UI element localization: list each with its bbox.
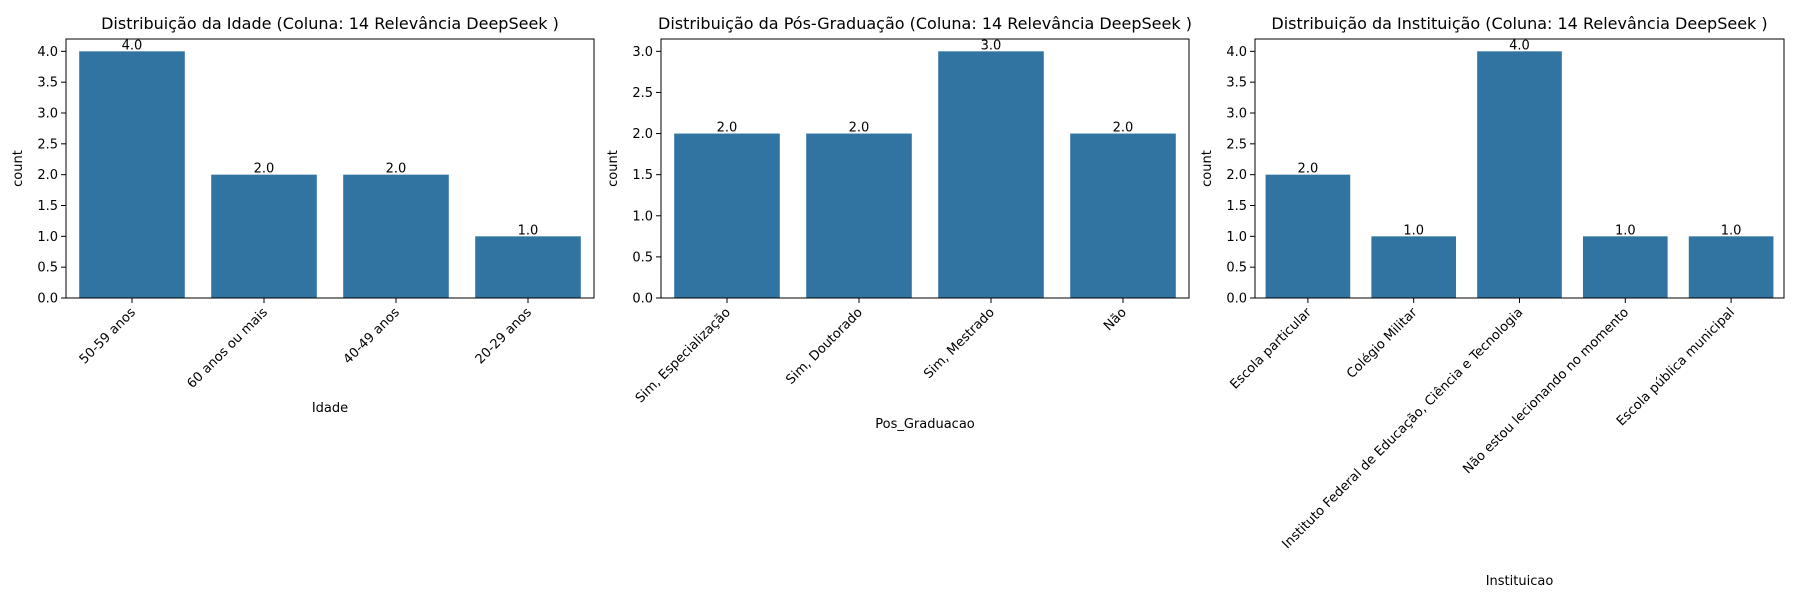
x-tick-label: Sim, Mestrado bbox=[921, 305, 998, 382]
y-tick-label: 3.0 bbox=[37, 107, 58, 122]
x-axis-label: Idade bbox=[312, 401, 348, 416]
bar bbox=[79, 51, 185, 299]
bar bbox=[1477, 51, 1562, 299]
y-tick-label: 0.5 bbox=[1226, 261, 1247, 276]
y-tick-label: 2.5 bbox=[632, 86, 653, 101]
y-tick-label: 3.0 bbox=[1226, 107, 1247, 122]
bar bbox=[211, 174, 317, 298]
x-tick-label: 60 anos ou mais bbox=[184, 305, 270, 391]
y-tick-label: 3.5 bbox=[1226, 76, 1247, 91]
y-tick-label: 1.5 bbox=[1226, 199, 1247, 214]
x-tick-label: 20-29 anos bbox=[473, 305, 535, 367]
bar-value-label: 1.0 bbox=[1721, 223, 1742, 238]
bar bbox=[343, 174, 449, 298]
y-tick-label: 1.5 bbox=[632, 168, 653, 183]
y-axis-label: count bbox=[11, 150, 26, 187]
x-tick-label: Escola pública municipal bbox=[1614, 305, 1738, 429]
bar bbox=[1070, 133, 1176, 298]
bar bbox=[1688, 236, 1774, 298]
y-tick-label: 1.5 bbox=[37, 199, 58, 214]
x-tick-label: Sim, Doutorado bbox=[783, 305, 865, 387]
y-tick-label: 2.5 bbox=[1226, 137, 1247, 152]
x-tick-label: 50-59 anos bbox=[77, 305, 139, 367]
y-tick-label: 3.5 bbox=[37, 76, 58, 91]
y-tick-label: 0.5 bbox=[632, 250, 653, 265]
bar bbox=[1265, 174, 1351, 298]
y-axis-label: count bbox=[1200, 150, 1215, 187]
chart-title: Distribuição da Pós-Graduação (Coluna: 1… bbox=[658, 14, 1192, 33]
y-tick-label: 0.0 bbox=[37, 292, 58, 307]
plot-frame bbox=[1254, 38, 1785, 299]
bar-value-label: 2.0 bbox=[1113, 121, 1134, 136]
bar bbox=[1371, 236, 1457, 298]
x-tick-label: Escola particular bbox=[1227, 305, 1315, 393]
bar bbox=[1582, 236, 1668, 298]
bar bbox=[806, 133, 912, 298]
x-tick-label: Colégio Militar bbox=[1344, 305, 1421, 382]
y-tick-label: 1.0 bbox=[1226, 230, 1247, 245]
y-tick-label: 0.5 bbox=[37, 261, 58, 276]
bar-value-label: 3.0 bbox=[981, 38, 1002, 53]
x-axis-label: Pos_Graduacao bbox=[875, 417, 975, 432]
y-tick-label: 0.0 bbox=[1226, 292, 1247, 307]
bar-value-label: 2.0 bbox=[849, 121, 870, 136]
bar-value-label: 2.0 bbox=[1298, 162, 1319, 177]
bar-value-label: 1.0 bbox=[518, 223, 539, 238]
y-tick-label: 2.0 bbox=[37, 168, 58, 183]
y-tick-label: 2.0 bbox=[632, 127, 653, 142]
x-axis-label: Instituicao bbox=[1486, 574, 1554, 589]
y-tick-label: 1.0 bbox=[37, 230, 58, 245]
x-tick-label: Sim, Especialização bbox=[633, 305, 734, 406]
bar-value-label: 2.0 bbox=[717, 121, 738, 136]
y-tick-label: 1.0 bbox=[632, 209, 653, 224]
x-tick-label: 40-49 anos bbox=[341, 305, 403, 367]
bar-value-label: 4.0 bbox=[122, 38, 143, 53]
y-tick-label: 2.5 bbox=[37, 137, 58, 152]
y-tick-label: 4.0 bbox=[37, 45, 58, 60]
bar bbox=[938, 51, 1044, 299]
bar-value-label: 1.0 bbox=[1403, 223, 1424, 238]
bar-value-label: 4.0 bbox=[1509, 38, 1530, 53]
chart-title: Distribuição da Instituição (Coluna: 14 … bbox=[1271, 14, 1767, 33]
x-tick-label: Instituto Federal de Educação, Ciência e… bbox=[1280, 305, 1527, 552]
plot-frame bbox=[660, 38, 1190, 299]
x-tick-label: Não bbox=[1101, 305, 1130, 334]
bar-value-label: 2.0 bbox=[386, 162, 407, 177]
y-tick-label: 2.0 bbox=[1226, 168, 1247, 183]
bar bbox=[475, 236, 581, 298]
y-tick-label: 4.0 bbox=[1226, 45, 1247, 60]
y-tick-label: 3.0 bbox=[632, 45, 653, 60]
y-tick-label: 0.0 bbox=[632, 292, 653, 307]
plot-frame bbox=[65, 38, 595, 299]
x-tick-label: Não estou lecionando no momento bbox=[1460, 305, 1632, 477]
y-axis-label: count bbox=[606, 150, 621, 187]
bar-value-label: 2.0 bbox=[254, 162, 275, 177]
chart-title: Distribuição da Idade (Coluna: 14 Relevâ… bbox=[101, 14, 559, 33]
bar-value-label: 1.0 bbox=[1615, 223, 1636, 238]
bar bbox=[674, 133, 780, 298]
